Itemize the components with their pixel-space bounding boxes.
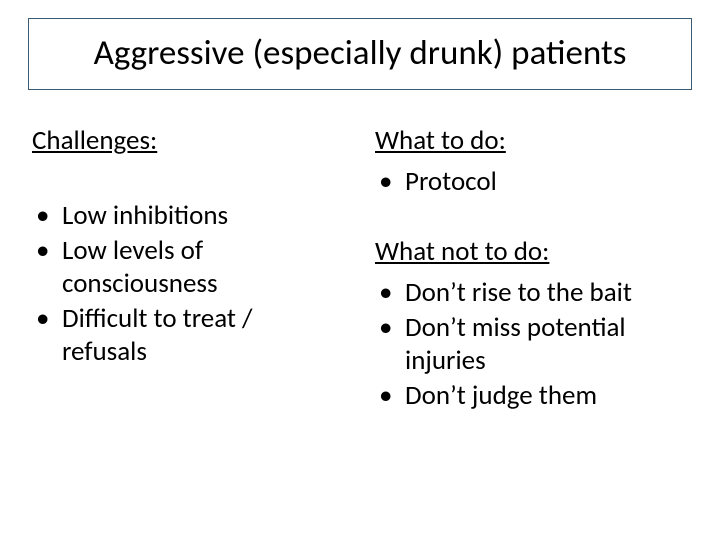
slide-title: Aggressive (especially drunk) patients	[39, 33, 681, 73]
list-item: Don’t miss potential injuries	[375, 312, 682, 378]
left-column: Challenges: Low inhibitions Low levels o…	[32, 124, 345, 414]
challenges-heading: Challenges:	[32, 124, 339, 158]
what-to-do-heading: What to do:	[375, 124, 682, 158]
list-item: Protocol	[375, 166, 682, 199]
list-item: Low inhibitions	[32, 200, 339, 233]
what-not-to-do-heading: What not to do:	[375, 235, 682, 269]
spacer	[375, 201, 682, 235]
right-column: What to do: Protocol What not to do: Don…	[375, 124, 688, 414]
spacer	[32, 166, 339, 200]
list-item: Don’t rise to the bait	[375, 277, 682, 310]
list-item: Don’t judge them	[375, 380, 682, 413]
list-item: Low levels of consciousness	[32, 235, 339, 301]
list-item: Difficult to treat / refusals	[32, 303, 339, 369]
title-container: Aggressive (especially drunk) patients	[28, 18, 692, 90]
what-not-to-do-list: Don’t rise to the bait Don’t miss potent…	[375, 277, 682, 413]
slide: Aggressive (especially drunk) patients C…	[0, 0, 720, 540]
content-columns: Challenges: Low inhibitions Low levels o…	[24, 124, 696, 414]
what-to-do-list: Protocol	[375, 166, 682, 199]
challenges-list: Low inhibitions Low levels of consciousn…	[32, 200, 339, 369]
